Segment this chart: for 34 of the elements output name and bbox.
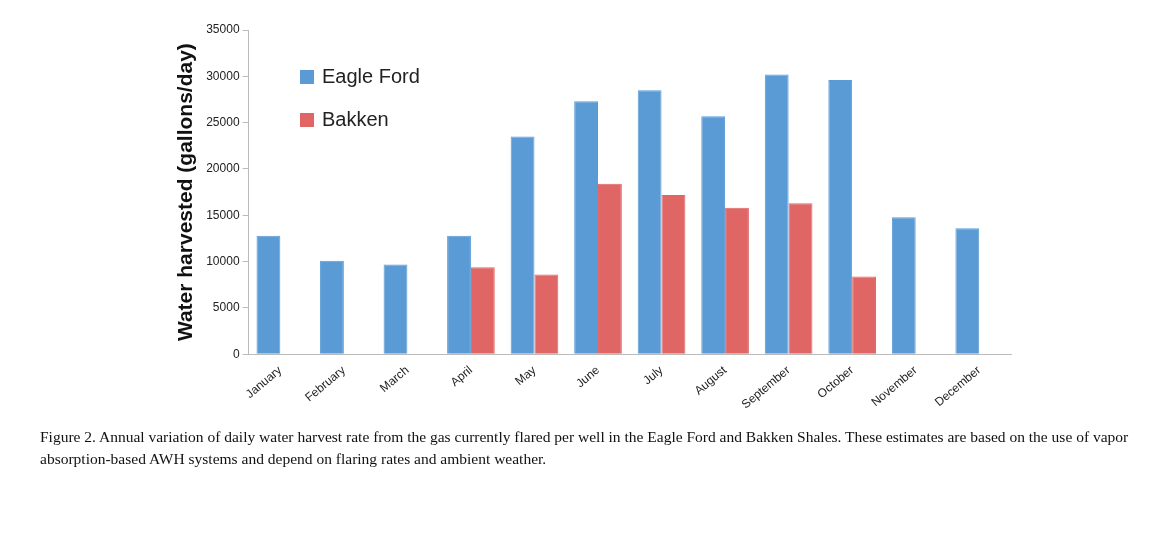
bar: [320, 260, 344, 354]
bar: [598, 183, 622, 354]
bar: [764, 74, 789, 354]
y-tick-label: 30000: [206, 68, 240, 83]
y-tick-label: 25000: [206, 114, 240, 129]
legend-label: Bakken: [322, 108, 389, 131]
caption: Figure 2. Annual variation of daily water harvest rate from the gas currently flared per well in the Eagle Ford and Bakken Shales. These estimates are based on the use of vapor absorption-based AWH systems and depend on flaring rates and ambient weather.: [40, 427, 1130, 469]
y-tick-label: 10000: [206, 253, 240, 268]
bar: [510, 136, 535, 354]
y-tick-label: 20000: [206, 161, 240, 176]
y-tick-label: 15000: [206, 207, 240, 222]
bar: [661, 194, 686, 354]
y-tick-label: 35000: [206, 22, 240, 37]
x-tick-label: July: [640, 362, 666, 388]
bar: [828, 80, 853, 354]
bar: [447, 235, 471, 354]
y-axis-title: Water harvested (gallons/day): [173, 43, 197, 342]
bar: [574, 101, 599, 354]
y-tick-label: 5000: [212, 300, 240, 315]
bar: [534, 274, 559, 354]
bar: [955, 228, 980, 354]
x-tick-label: June: [573, 362, 603, 391]
x-tick-label: May: [512, 362, 539, 389]
bar: [725, 207, 749, 354]
bar: [637, 90, 662, 354]
bar: [470, 267, 495, 354]
bar: [891, 217, 916, 354]
y-tick-label: 0: [232, 346, 240, 361]
bar: [256, 235, 281, 354]
legend-label: Eagle Ford: [322, 65, 420, 88]
bar: [788, 203, 813, 354]
bar: [383, 264, 408, 354]
bar: [852, 276, 876, 354]
bar: [701, 116, 726, 354]
